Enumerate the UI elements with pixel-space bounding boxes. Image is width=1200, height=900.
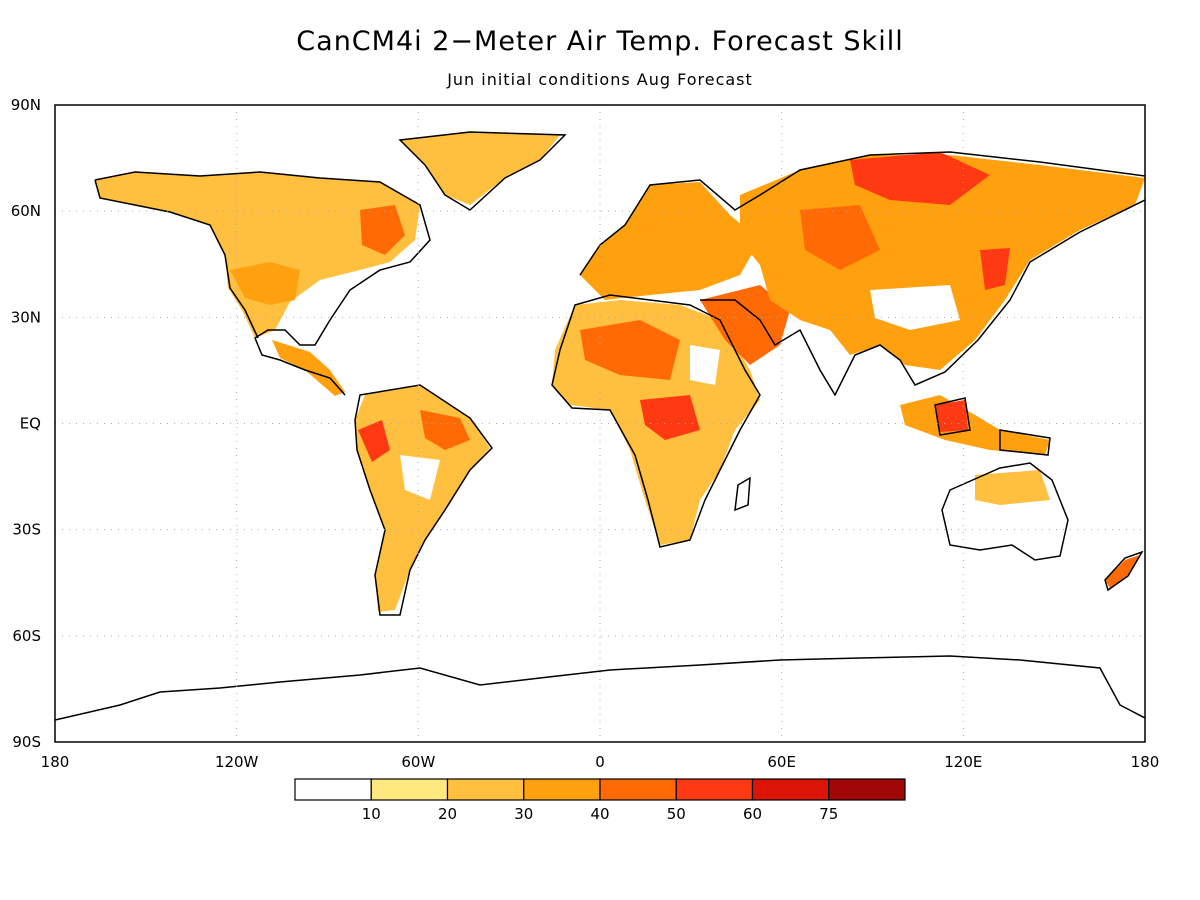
coast-north-america [94,171,431,396]
coast-new-guinea [999,429,1051,456]
shade-new-zealand [1105,555,1140,588]
shade-greenland [400,132,560,205]
coast-antarctica [55,655,1145,721]
shade-sa-north [420,410,470,450]
lon-label: 120W [215,753,259,771]
legend-label: 50 [667,805,686,823]
coast-africa [551,294,761,548]
legend-swatch [675,778,754,801]
skill-shading [95,132,1145,612]
legend-swatch [446,778,525,801]
coast-new-zealand [1104,550,1144,592]
coastlines [55,131,1145,721]
lat-label: 60S [12,627,41,645]
legend-label: 20 [438,805,457,823]
shade-na-center [230,262,300,305]
shade-siberia [850,152,990,205]
shade-sa-blank [400,455,440,500]
lat-label: EQ [20,415,41,433]
lon-label: 60E [767,753,796,771]
shade-maritime [900,395,1050,455]
shade-hudson [360,205,405,255]
legend-label: 10 [362,805,381,823]
lon-label: 180 [1131,753,1160,771]
lat-label: 30S [12,521,41,539]
shade-central-africa [640,395,700,440]
legend-label: 40 [590,805,609,823]
lat-label: 60N [11,202,41,220]
coast-australia [941,462,1069,561]
longitude-labels: 180 120W 60W 0 60E 120E 180 [41,753,1160,771]
map-subtitle: Jun initial conditions Aug Forecast [447,70,753,89]
lat-label: 90S [12,733,41,751]
lon-label: 120E [944,753,982,771]
shade-europe [580,182,760,300]
lon-label: 0 [595,753,605,771]
coast-eurasia-south [700,199,1145,397]
shade-africa-blank [690,345,720,385]
shade-central-asia [800,205,880,270]
legend-label: 75 [819,805,838,823]
lat-label: 90N [11,96,41,114]
legend-swatch [828,778,906,801]
shade-sa-west [358,420,390,462]
lat-label: 30N [11,308,41,326]
legend-swatch [523,778,601,801]
legend-swatch [599,778,677,801]
shade-australia-north [975,470,1050,505]
shade-tibet-blank [870,285,960,330]
coast-borneo [934,397,971,436]
map-title: CanCM4i 2−Meter Air Temp. Forecast Skill [296,26,904,57]
legend-label: 60 [743,805,762,823]
legend-swatch [294,778,372,801]
coast-greenland [398,131,567,211]
colorbar-legend: 10 20 30 40 50 60 75 [294,778,906,823]
shade-na-blank [330,276,362,305]
shade-borneo [935,400,968,432]
coast-na-west [94,179,259,339]
lon-label: 180 [41,753,70,771]
legend-swatch [370,778,449,801]
shade-middle-east [700,285,790,365]
shade-central-america [272,340,345,396]
coast-madagascar [734,476,751,512]
shade-sahara [580,320,680,380]
legend-label: 30 [514,805,533,823]
coast-eurasia-north [579,151,1145,276]
plot-frame [54,104,1146,743]
latitude-labels: 90N 60N 30N EQ 30S 60S 90S [11,96,41,751]
shade-north-america [95,172,420,338]
coast-south-america [354,384,493,616]
lon-label: 60W [401,753,435,771]
shade-east-asia [980,248,1010,290]
legend-swatch [751,778,830,801]
